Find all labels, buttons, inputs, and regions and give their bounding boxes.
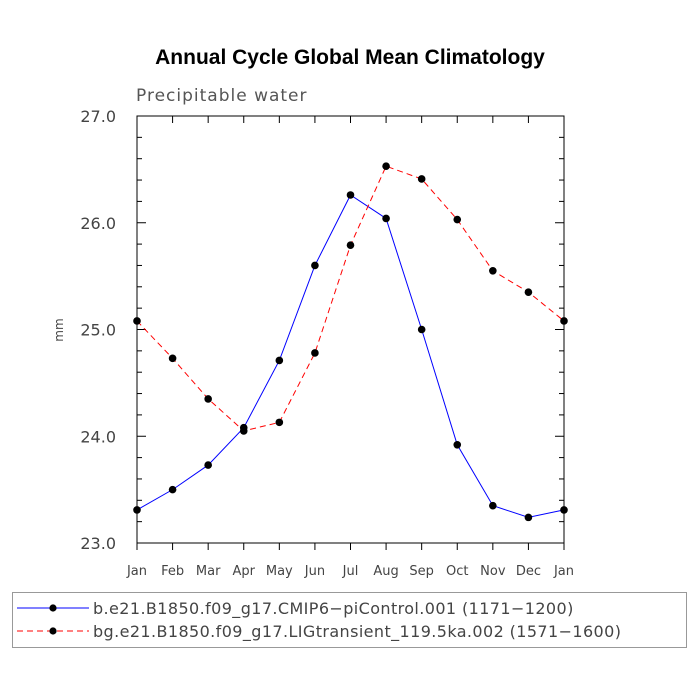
legend-label-ligtransient: bg.e21.B1850.f09_g17.LIGtransient_119.5k… [93, 622, 622, 641]
data-point-series-1 [204, 395, 212, 403]
x-tick-label: Feb [161, 564, 184, 579]
y-tick-label: 27.0 [80, 107, 116, 126]
data-point-series-0 [168, 485, 177, 494]
x-tick-label: Sep [409, 564, 434, 579]
y-tick-label: 24.0 [80, 427, 116, 446]
x-tick-label: May [266, 564, 293, 579]
legend-swatch-solid [17, 604, 89, 612]
data-point-series-1 [239, 427, 248, 435]
data-point-series-1 [168, 354, 177, 363]
data-point-series-1 [524, 288, 533, 296]
data-point-series-1 [275, 418, 284, 427]
x-tick-label: Apr [233, 564, 256, 579]
data-point-series-1 [489, 266, 497, 275]
data-point-series-1 [453, 215, 462, 224]
x-tick-label: Jan [126, 564, 147, 579]
data-point-series-0 [204, 461, 212, 469]
y-tick-label: 26.0 [80, 214, 116, 233]
data-point-series-0 [524, 513, 533, 522]
data-point-series-1 [133, 317, 141, 325]
data-point-series-1 [560, 317, 568, 325]
legend-item-picontrol: b.e21.B1850.f09_g17.CMIP6−piControl.001 … [13, 597, 688, 619]
y-axis-label: mm [52, 318, 66, 341]
legend-item-ligtransient: bg.e21.B1850.f09_g17.LIGtransient_119.5k… [13, 620, 688, 642]
data-point-series-0 [489, 501, 497, 510]
data-point-series-0 [453, 440, 462, 449]
x-tick-label: Nov [480, 564, 506, 579]
data-point-series-0 [417, 325, 426, 334]
y-axis-labels: 23.0 24.0 25.0 26.0 27.0 [80, 107, 116, 553]
x-tick-label: Mar [196, 564, 221, 579]
x-axis-labels: Jan Feb Mar Apr May Jun Jul Aug Sep Oct Nov Dec Jan [126, 564, 574, 579]
plot-frame [136, 115, 565, 544]
x-tick-label: Dec [516, 564, 541, 579]
data-point-series-0 [560, 506, 568, 514]
data-point-series-1 [346, 241, 355, 249]
data-point-series-1 [417, 175, 426, 183]
line-chart: Precipitable water mm Jan Feb Mar Apr May Jun… [52, 86, 574, 579]
data-point-series-1 [311, 349, 319, 357]
legend-swatch-dashed [17, 627, 89, 635]
data-point-series-0 [311, 261, 319, 270]
series-line-1 [136, 165, 565, 432]
x-tick-label: Jul [342, 564, 359, 579]
x-tick-label: Oct [446, 564, 468, 579]
data-point-series-0 [382, 214, 390, 223]
x-tick-label: Jun [304, 564, 325, 579]
data-point-series-0 [275, 356, 284, 365]
data-point-series-0 [133, 506, 141, 514]
legend: b.e21.B1850.f09_g17.CMIP6−piControl.001 … [12, 592, 687, 648]
data-point-series-0 [346, 191, 355, 199]
chart-subtitle: Precipitable water [136, 86, 308, 106]
y-tick-label: 25.0 [80, 321, 116, 340]
x-tick-label: Aug [373, 564, 398, 579]
legend-label-picontrol: b.e21.B1850.f09_g17.CMIP6−piControl.001 … [93, 599, 574, 618]
chart-title: Annual Cycle Global Mean Climatology [155, 46, 545, 69]
data-point-series-1 [382, 162, 390, 170]
x-tick-label: Jan [553, 564, 574, 579]
y-tick-label: 23.0 [80, 534, 116, 553]
axis-ticks [136, 115, 565, 550]
series-group [133, 162, 568, 522]
